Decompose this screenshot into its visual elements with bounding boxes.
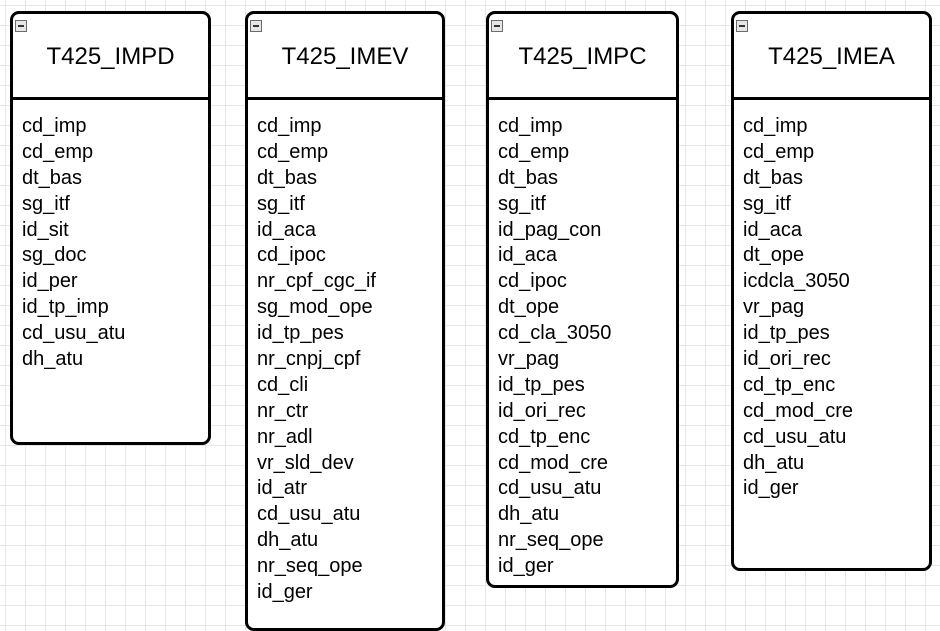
field-item[interactable]: cd_usu_atu bbox=[498, 477, 602, 500]
field-list: cd_imp cd_emp dt_bas sg_itf id_aca cd_ipoc nr_… bbox=[248, 100, 442, 606]
table-entity[interactable]: T425_IMPC cd_imp cd_emp dt_bas sg_itf id_pag… bbox=[486, 11, 679, 588]
field-item[interactable]: dt_ope bbox=[498, 296, 560, 319]
field-item[interactable]: id_per bbox=[22, 270, 78, 293]
field-item[interactable]: sg_doc bbox=[22, 244, 87, 267]
field-item[interactable]: nr_seq_ope bbox=[498, 529, 604, 552]
field-item[interactable]: cd_emp bbox=[257, 140, 329, 163]
field-item[interactable]: nr_ctr bbox=[257, 399, 309, 422]
table-header: T425_IMPD bbox=[13, 14, 208, 100]
collapse-icon[interactable] bbox=[736, 20, 748, 32]
field-item[interactable]: vr_sld_dev bbox=[257, 451, 354, 474]
field-item[interactable]: icdcla_3050 bbox=[743, 270, 850, 293]
field-item[interactable]: cd_tp_enc bbox=[498, 425, 591, 448]
field-item[interactable]: cd_usu_atu bbox=[257, 503, 361, 526]
field-item[interactable]: id_tp_pes bbox=[743, 322, 830, 345]
field-item[interactable]: cd_emp bbox=[22, 140, 94, 163]
table-title: T425_IMEA bbox=[768, 43, 895, 70]
field-item[interactable]: id_aca bbox=[743, 218, 802, 241]
field-item[interactable]: sg_itf bbox=[498, 192, 546, 215]
field-item[interactable]: id_aca bbox=[257, 218, 316, 241]
collapse-icon[interactable] bbox=[491, 20, 503, 32]
field-item[interactable]: id_ger bbox=[257, 581, 313, 604]
field-item[interactable]: id_aca bbox=[498, 244, 557, 267]
field-item[interactable]: dh_atu bbox=[22, 348, 84, 371]
field-item[interactable]: id_tp_pes bbox=[498, 373, 585, 396]
field-item[interactable]: cd_imp bbox=[498, 115, 563, 137]
table-header: T425_IMPC bbox=[489, 14, 676, 100]
field-item[interactable]: cd_mod_cre bbox=[498, 451, 609, 474]
field-item[interactable]: cd_imp bbox=[22, 115, 87, 137]
field-item[interactable]: id_ori_rec bbox=[498, 399, 586, 422]
field-item[interactable]: cd_cli bbox=[257, 373, 309, 396]
field-item[interactable]: nr_cpf_cgc_if bbox=[257, 270, 376, 293]
field-item[interactable]: vr_pag bbox=[498, 348, 560, 371]
field-item[interactable]: sg_mod_ope bbox=[257, 296, 373, 319]
field-item[interactable]: dh_atu bbox=[257, 529, 319, 552]
table-entity[interactable]: T425_IMEA cd_imp cd_emp dt_bas sg_itf id_aca… bbox=[731, 11, 932, 571]
field-item[interactable]: cd_tp_enc bbox=[743, 373, 836, 396]
field-item[interactable]: cd_usu_atu bbox=[743, 425, 847, 448]
table-entity[interactable]: T425_IMPD cd_imp cd_emp dt_bas sg_itf id_sit… bbox=[10, 11, 211, 445]
field-item[interactable]: id_tp_pes bbox=[257, 322, 344, 345]
field-item[interactable]: cd_imp bbox=[743, 115, 808, 137]
field-item[interactable]: id_ger bbox=[743, 477, 799, 500]
field-item[interactable]: cd_ipoc bbox=[498, 270, 567, 293]
field-item[interactable]: sg_itf bbox=[257, 192, 305, 215]
field-item[interactable]: cd_usu_atu bbox=[22, 322, 126, 345]
field-item[interactable]: dt_bas bbox=[743, 166, 804, 189]
field-item[interactable]: cd_imp bbox=[257, 115, 322, 137]
field-item[interactable]: vr_pag bbox=[743, 296, 805, 319]
field-item[interactable]: cd_mod_cre bbox=[743, 399, 854, 422]
field-list: cd_imp cd_emp dt_bas sg_itf id_pag_con id_aca… bbox=[489, 100, 676, 580]
field-item[interactable]: dt_ope bbox=[743, 244, 805, 267]
field-item[interactable]: nr_seq_ope bbox=[257, 555, 363, 578]
field-item[interactable]: dh_atu bbox=[743, 451, 805, 474]
field-item[interactable]: id_ger bbox=[498, 555, 554, 578]
field-item[interactable]: cd_ipoc bbox=[257, 244, 326, 267]
field-item[interactable]: nr_cnpj_cpf bbox=[257, 348, 361, 371]
field-item[interactable]: dh_atu bbox=[498, 503, 560, 526]
field-item[interactable]: dt_bas bbox=[498, 166, 559, 189]
field-item[interactable]: sg_itf bbox=[743, 192, 791, 215]
collapse-icon[interactable] bbox=[15, 20, 27, 32]
table-header: T425_IMEV bbox=[248, 14, 442, 100]
field-item[interactable]: dt_bas bbox=[257, 166, 318, 189]
collapse-icon[interactable] bbox=[250, 20, 262, 32]
field-item[interactable]: id_atr bbox=[257, 477, 308, 500]
field-list: cd_imp cd_emp dt_bas sg_itf id_sit sg_doc id_p… bbox=[13, 100, 208, 373]
field-item[interactable]: dt_bas bbox=[22, 166, 83, 189]
field-item[interactable]: id_pag_con bbox=[498, 218, 602, 241]
table-title: T425_IMPD bbox=[46, 43, 175, 70]
table-header: T425_IMEA bbox=[734, 14, 929, 100]
table-title: T425_IMPC bbox=[518, 43, 647, 70]
field-item[interactable]: id_tp_imp bbox=[22, 296, 109, 319]
field-item[interactable]: cd_emp bbox=[743, 140, 815, 163]
field-item[interactable]: id_ori_rec bbox=[743, 348, 831, 371]
field-item[interactable]: cd_emp bbox=[498, 140, 570, 163]
table-entity[interactable]: T425_IMEV cd_imp cd_emp dt_bas sg_itf id_aca… bbox=[245, 11, 445, 631]
table-title: T425_IMEV bbox=[281, 43, 409, 70]
field-item[interactable]: cd_cla_3050 bbox=[498, 322, 612, 345]
field-item[interactable]: sg_itf bbox=[22, 192, 70, 215]
field-item[interactable]: id_sit bbox=[22, 218, 69, 241]
field-item[interactable]: nr_adl bbox=[257, 425, 313, 448]
